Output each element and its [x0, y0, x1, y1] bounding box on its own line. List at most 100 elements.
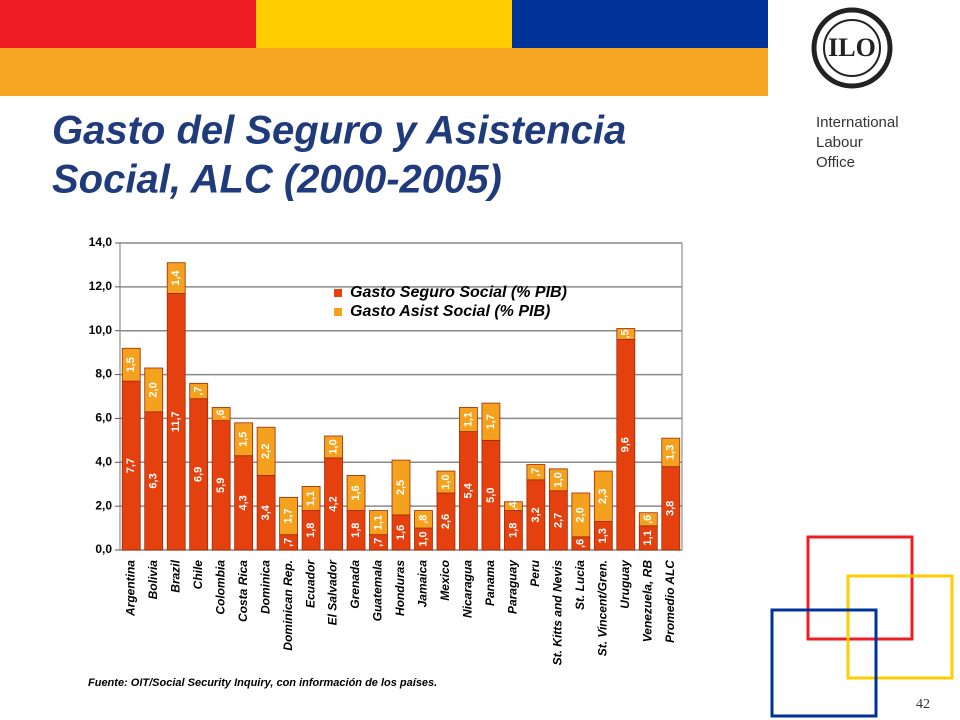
band-blue	[512, 0, 768, 48]
value-label: 1,1	[462, 412, 474, 427]
y-tick-label: 10,0	[89, 323, 113, 337]
org-name: Office	[816, 154, 855, 171]
value-label: 1,1	[305, 491, 317, 506]
page-number: 42	[916, 697, 930, 712]
legend-label: Gasto Seguro Social (% PIB)	[350, 284, 567, 301]
y-tick-label: 6,0	[95, 411, 112, 425]
x-tick-label: Jamaica	[416, 560, 430, 608]
y-tick-label: 8,0	[95, 367, 112, 381]
logo-ring	[811, 7, 893, 89]
x-tick-label: Costa Rica	[236, 560, 250, 622]
value-label: ,7	[530, 468, 542, 477]
value-label: 7,7	[125, 458, 137, 473]
x-tick-label: Colombia	[213, 560, 227, 615]
bar-segment	[436, 470, 456, 494]
x-tick-label: St. Kitts and Nevis	[551, 560, 565, 666]
value-label: ,6	[215, 409, 227, 418]
bar-segment	[279, 496, 298, 536]
value-label: 1,0	[440, 474, 452, 489]
value-label: 5,9	[215, 478, 227, 493]
x-tick-label: Nicaragua	[461, 560, 475, 618]
value-label: 3,2	[530, 507, 542, 522]
value-label: 9,6	[620, 437, 632, 452]
band-red	[0, 0, 256, 48]
value-label: 1,6	[350, 485, 362, 500]
value-label: 2,0	[148, 382, 160, 397]
bar-segment	[256, 426, 276, 476]
x-tick-label: Venezuela, RB	[640, 560, 654, 643]
value-label: 2,0	[575, 507, 587, 522]
bar-segment	[661, 437, 681, 468]
value-label: 3,4	[260, 504, 272, 520]
bar-segment	[571, 492, 591, 538]
value-label: 6,3	[148, 473, 160, 488]
value-label: 1,5	[125, 357, 137, 372]
bar-segment	[234, 422, 254, 457]
value-label: 1,6	[395, 525, 407, 540]
bar-segment	[166, 262, 186, 294]
x-tick-label: Dominican Rep.	[281, 560, 295, 651]
value-label: 1,8	[507, 523, 519, 538]
x-tick-label: Mexico	[438, 560, 452, 601]
value-label: 2,7	[552, 513, 564, 528]
value-label: ,6	[642, 515, 654, 524]
value-label: 1,0	[552, 472, 564, 487]
deco-square	[770, 608, 878, 718]
org-name: International	[816, 114, 899, 131]
bar-segment	[481, 402, 501, 441]
legend-label: Gasto Asist Social (% PIB)	[350, 303, 550, 320]
bar-segment	[346, 475, 366, 511]
bar-segment	[504, 501, 523, 511]
x-tick-label: Brazil	[168, 559, 182, 592]
bar-segment	[526, 464, 546, 481]
x-tick-label: Paraguay	[506, 559, 520, 614]
bar-segment	[369, 510, 388, 536]
x-tick-label: Promedio ALC	[663, 560, 677, 643]
bar-segment	[189, 382, 209, 400]
deco-square	[806, 535, 914, 641]
value-label: 1,5	[238, 432, 250, 447]
value-label: 4,3	[238, 495, 250, 510]
bar-segment	[144, 367, 164, 413]
value-label: ,4	[507, 501, 519, 511]
x-tick-label: Grenada	[348, 560, 362, 609]
value-label: 1,7	[283, 508, 295, 523]
x-tick-label: Uruguay	[618, 559, 632, 609]
value-label: 3,8	[665, 501, 677, 516]
value-label: 2,6	[440, 514, 452, 529]
legend-swatch	[334, 308, 342, 316]
slide-title: Gasto del Seguro y Asistencia	[52, 109, 626, 153]
bar-segment	[211, 407, 231, 422]
deco-square	[846, 574, 954, 680]
logo-ring	[823, 19, 881, 77]
x-tick-label: Argentina	[123, 560, 137, 617]
logo-text: ILO	[828, 33, 876, 62]
value-label: 1,1	[372, 515, 384, 530]
value-label: ,7	[372, 538, 384, 547]
org-name: Labour	[816, 134, 863, 151]
bar-segment	[391, 459, 411, 516]
x-tick-label: Bolivia	[146, 560, 160, 600]
bar-segment	[548, 468, 568, 492]
bar-segment	[324, 435, 343, 459]
x-tick-label: Ecuador	[303, 559, 317, 608]
x-tick-label: Dominica	[258, 560, 272, 614]
x-tick-label: St. Lucia	[573, 560, 587, 610]
slide-title: Social, ALC (2000-2005)	[52, 158, 502, 202]
y-tick-label: 12,0	[89, 279, 113, 293]
value-label: ,5	[620, 329, 632, 338]
value-label: 2,2	[260, 444, 272, 459]
x-tick-label: Chile	[191, 560, 205, 590]
legend-swatch	[334, 289, 342, 297]
y-tick-label: 4,0	[95, 454, 112, 468]
logo: ILO	[811, 7, 893, 89]
value-label: 1,3	[597, 528, 609, 543]
value-label: 2,3	[597, 489, 609, 504]
x-tick-label: Peru	[528, 559, 542, 586]
value-label: 1,8	[305, 523, 317, 538]
bar-segment	[121, 347, 141, 382]
value-label: 1,3	[665, 445, 677, 460]
value-label: 11,7	[170, 411, 182, 432]
chart: 0,0 2,0 4,0 6,0 8,0 10,0 12,0 14,0 7,7 1,5 Argenti…	[89, 235, 683, 666]
